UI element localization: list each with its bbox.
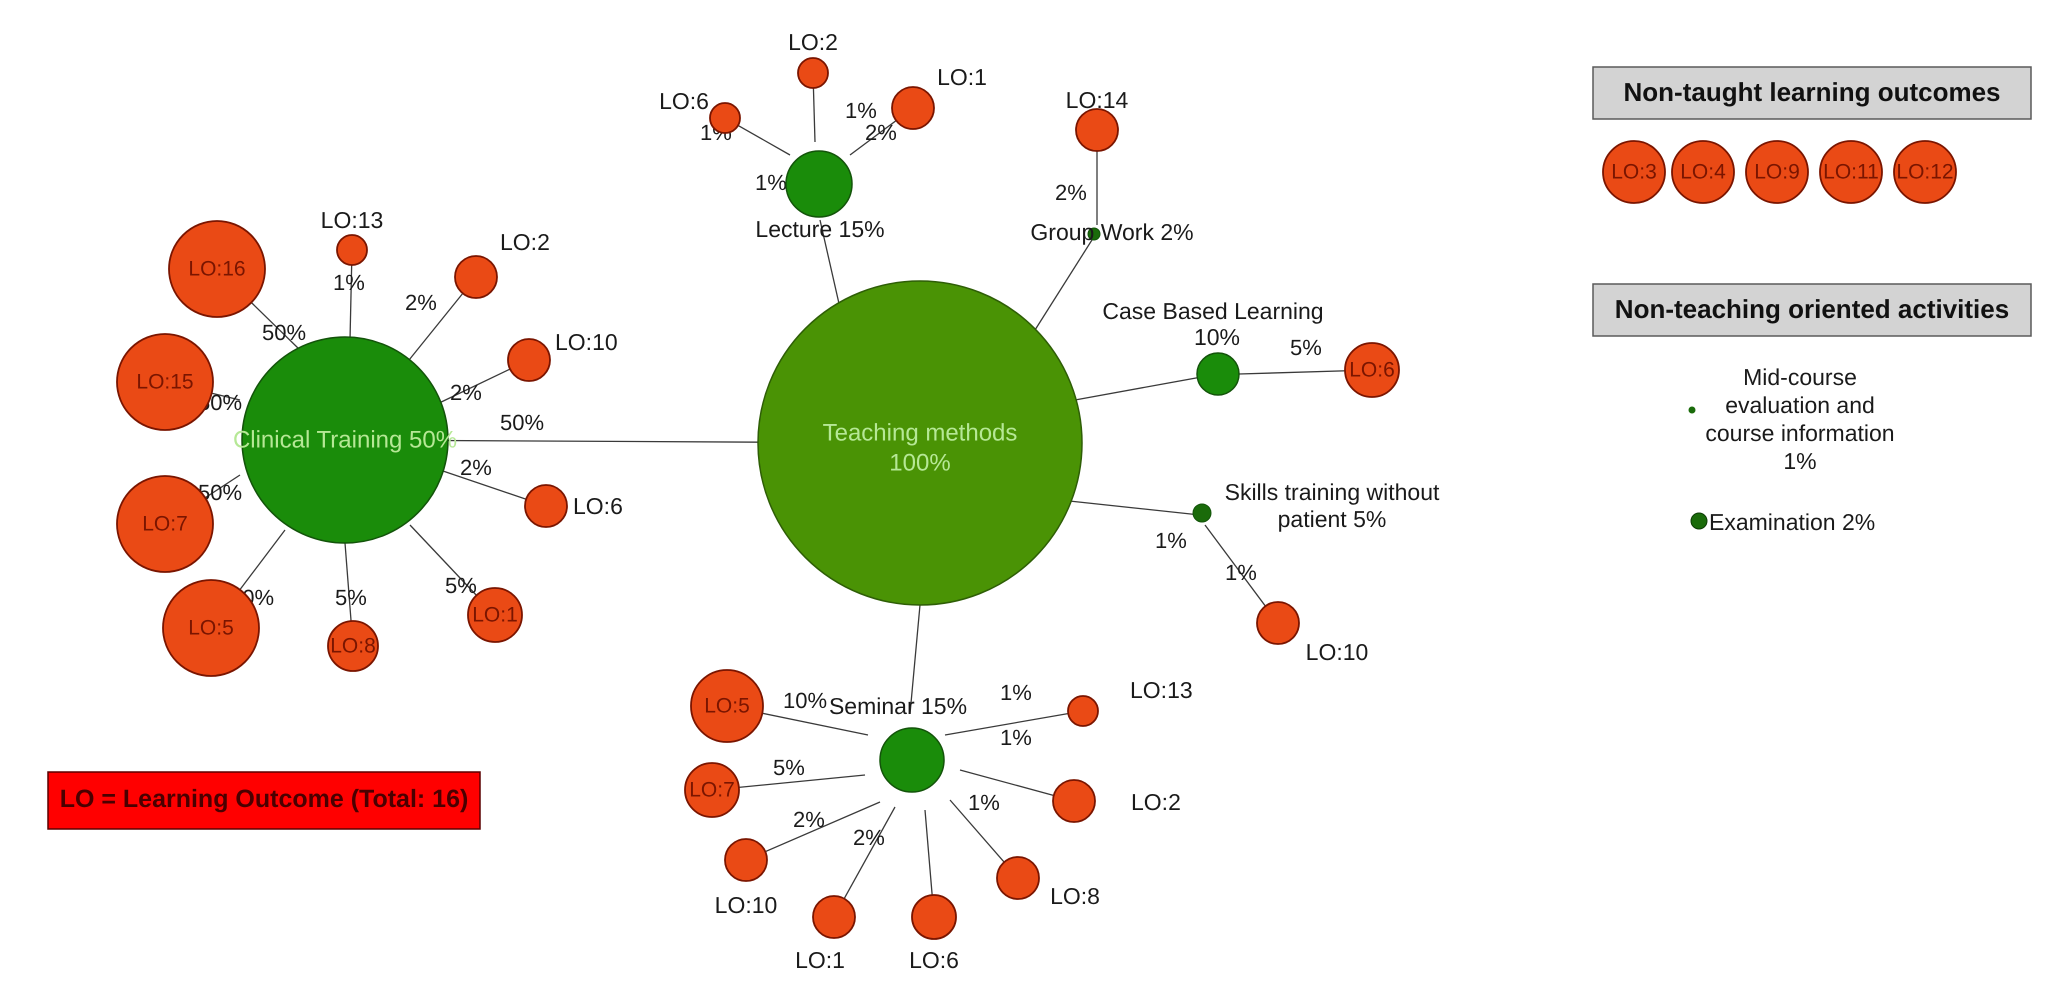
svg-text:LO:2: LO:2 (500, 229, 550, 255)
svg-text:LO:1: LO:1 (937, 64, 987, 90)
svg-text:5%: 5% (445, 573, 477, 598)
svg-text:LO:4: LO:4 (1680, 161, 1726, 184)
svg-text:LO:6: LO:6 (909, 947, 959, 973)
svg-text:LO:16: LO:16 (188, 258, 245, 281)
svg-text:2%: 2% (1055, 180, 1087, 205)
svg-text:10%: 10% (783, 688, 827, 713)
svg-text:LO:6: LO:6 (659, 88, 709, 114)
svg-text:LO:6: LO:6 (573, 493, 623, 519)
svg-text:5%: 5% (1290, 335, 1322, 360)
svg-text:LO:14: LO:14 (1066, 87, 1129, 113)
svg-text:LO:8: LO:8 (1050, 883, 1100, 909)
svg-text:LO:12: LO:12 (1896, 161, 1953, 184)
svg-text:LO = Learning Outcome (Total:: LO = Learning Outcome (Total: 16) (60, 785, 469, 813)
svg-text:Non-teaching oriented activiti: Non-teaching oriented activities (1615, 294, 2009, 324)
svg-text:Group Work 2%: Group Work 2% (1030, 219, 1193, 245)
svg-text:2%: 2% (853, 825, 885, 850)
svg-text:LO:3: LO:3 (1611, 161, 1657, 184)
svg-text:2%: 2% (865, 120, 897, 145)
svg-text:Teaching methods: Teaching methods (823, 420, 1018, 447)
svg-text:1%: 1% (1000, 725, 1032, 750)
svg-text:LO:10: LO:10 (1306, 639, 1369, 665)
svg-text:1%: 1% (755, 170, 787, 195)
svg-text:LO:10: LO:10 (555, 329, 618, 355)
svg-text:Lecture 15%: Lecture 15% (755, 216, 884, 242)
svg-text:LO:6: LO:6 (1349, 359, 1395, 382)
svg-text:Skills training without: Skills training without (1225, 479, 1440, 505)
svg-text:Clinical Training 50%: Clinical Training 50% (233, 427, 457, 454)
svg-text:LO:1: LO:1 (795, 947, 845, 973)
svg-text:Examination 2%: Examination 2% (1709, 509, 1875, 535)
svg-text:1%: 1% (333, 270, 365, 295)
svg-text:10%: 10% (1194, 324, 1240, 350)
svg-text:Mid-course: Mid-course (1743, 364, 1857, 390)
svg-text:LO:2: LO:2 (1131, 789, 1181, 815)
svg-text:1%: 1% (1783, 448, 1816, 474)
svg-text:2%: 2% (793, 807, 825, 832)
svg-text:50%: 50% (500, 410, 544, 435)
svg-text:LO:9: LO:9 (1754, 161, 1800, 184)
svg-text:2%: 2% (450, 380, 482, 405)
svg-text:LO:13: LO:13 (1130, 677, 1193, 703)
svg-text:LO:8: LO:8 (330, 635, 376, 658)
svg-text:LO:7: LO:7 (142, 513, 188, 536)
svg-text:LO:11: LO:11 (1823, 161, 1879, 184)
svg-text:Case Based Learning: Case Based Learning (1102, 298, 1323, 324)
svg-text:LO:10: LO:10 (715, 892, 778, 918)
svg-text:2%: 2% (405, 290, 437, 315)
svg-text:LO:2: LO:2 (788, 29, 838, 55)
svg-text:100%: 100% (889, 450, 950, 477)
svg-text:1%: 1% (1225, 560, 1257, 585)
svg-text:LO:1: LO:1 (472, 604, 518, 627)
svg-text:LO:13: LO:13 (321, 207, 384, 233)
svg-text:course information: course information (1705, 420, 1894, 446)
svg-text:patient 5%: patient 5% (1278, 506, 1387, 532)
svg-text:1%: 1% (1155, 528, 1187, 553)
svg-text:LO:5: LO:5 (188, 617, 234, 640)
svg-text:5%: 5% (773, 755, 805, 780)
svg-text:50%: 50% (262, 320, 306, 345)
svg-text:LO:5: LO:5 (704, 695, 750, 718)
svg-text:LO:15: LO:15 (136, 371, 193, 394)
svg-text:2%: 2% (460, 455, 492, 480)
svg-text:Non-taught learning outcomes: Non-taught learning outcomes (1624, 77, 2001, 107)
svg-text:evaluation and: evaluation and (1725, 392, 1875, 418)
svg-text:1%: 1% (1000, 680, 1032, 705)
svg-text:1%: 1% (968, 790, 1000, 815)
svg-text:5%: 5% (335, 585, 367, 610)
svg-text:Seminar 15%: Seminar 15% (829, 693, 967, 719)
svg-text:LO:7: LO:7 (689, 779, 735, 802)
